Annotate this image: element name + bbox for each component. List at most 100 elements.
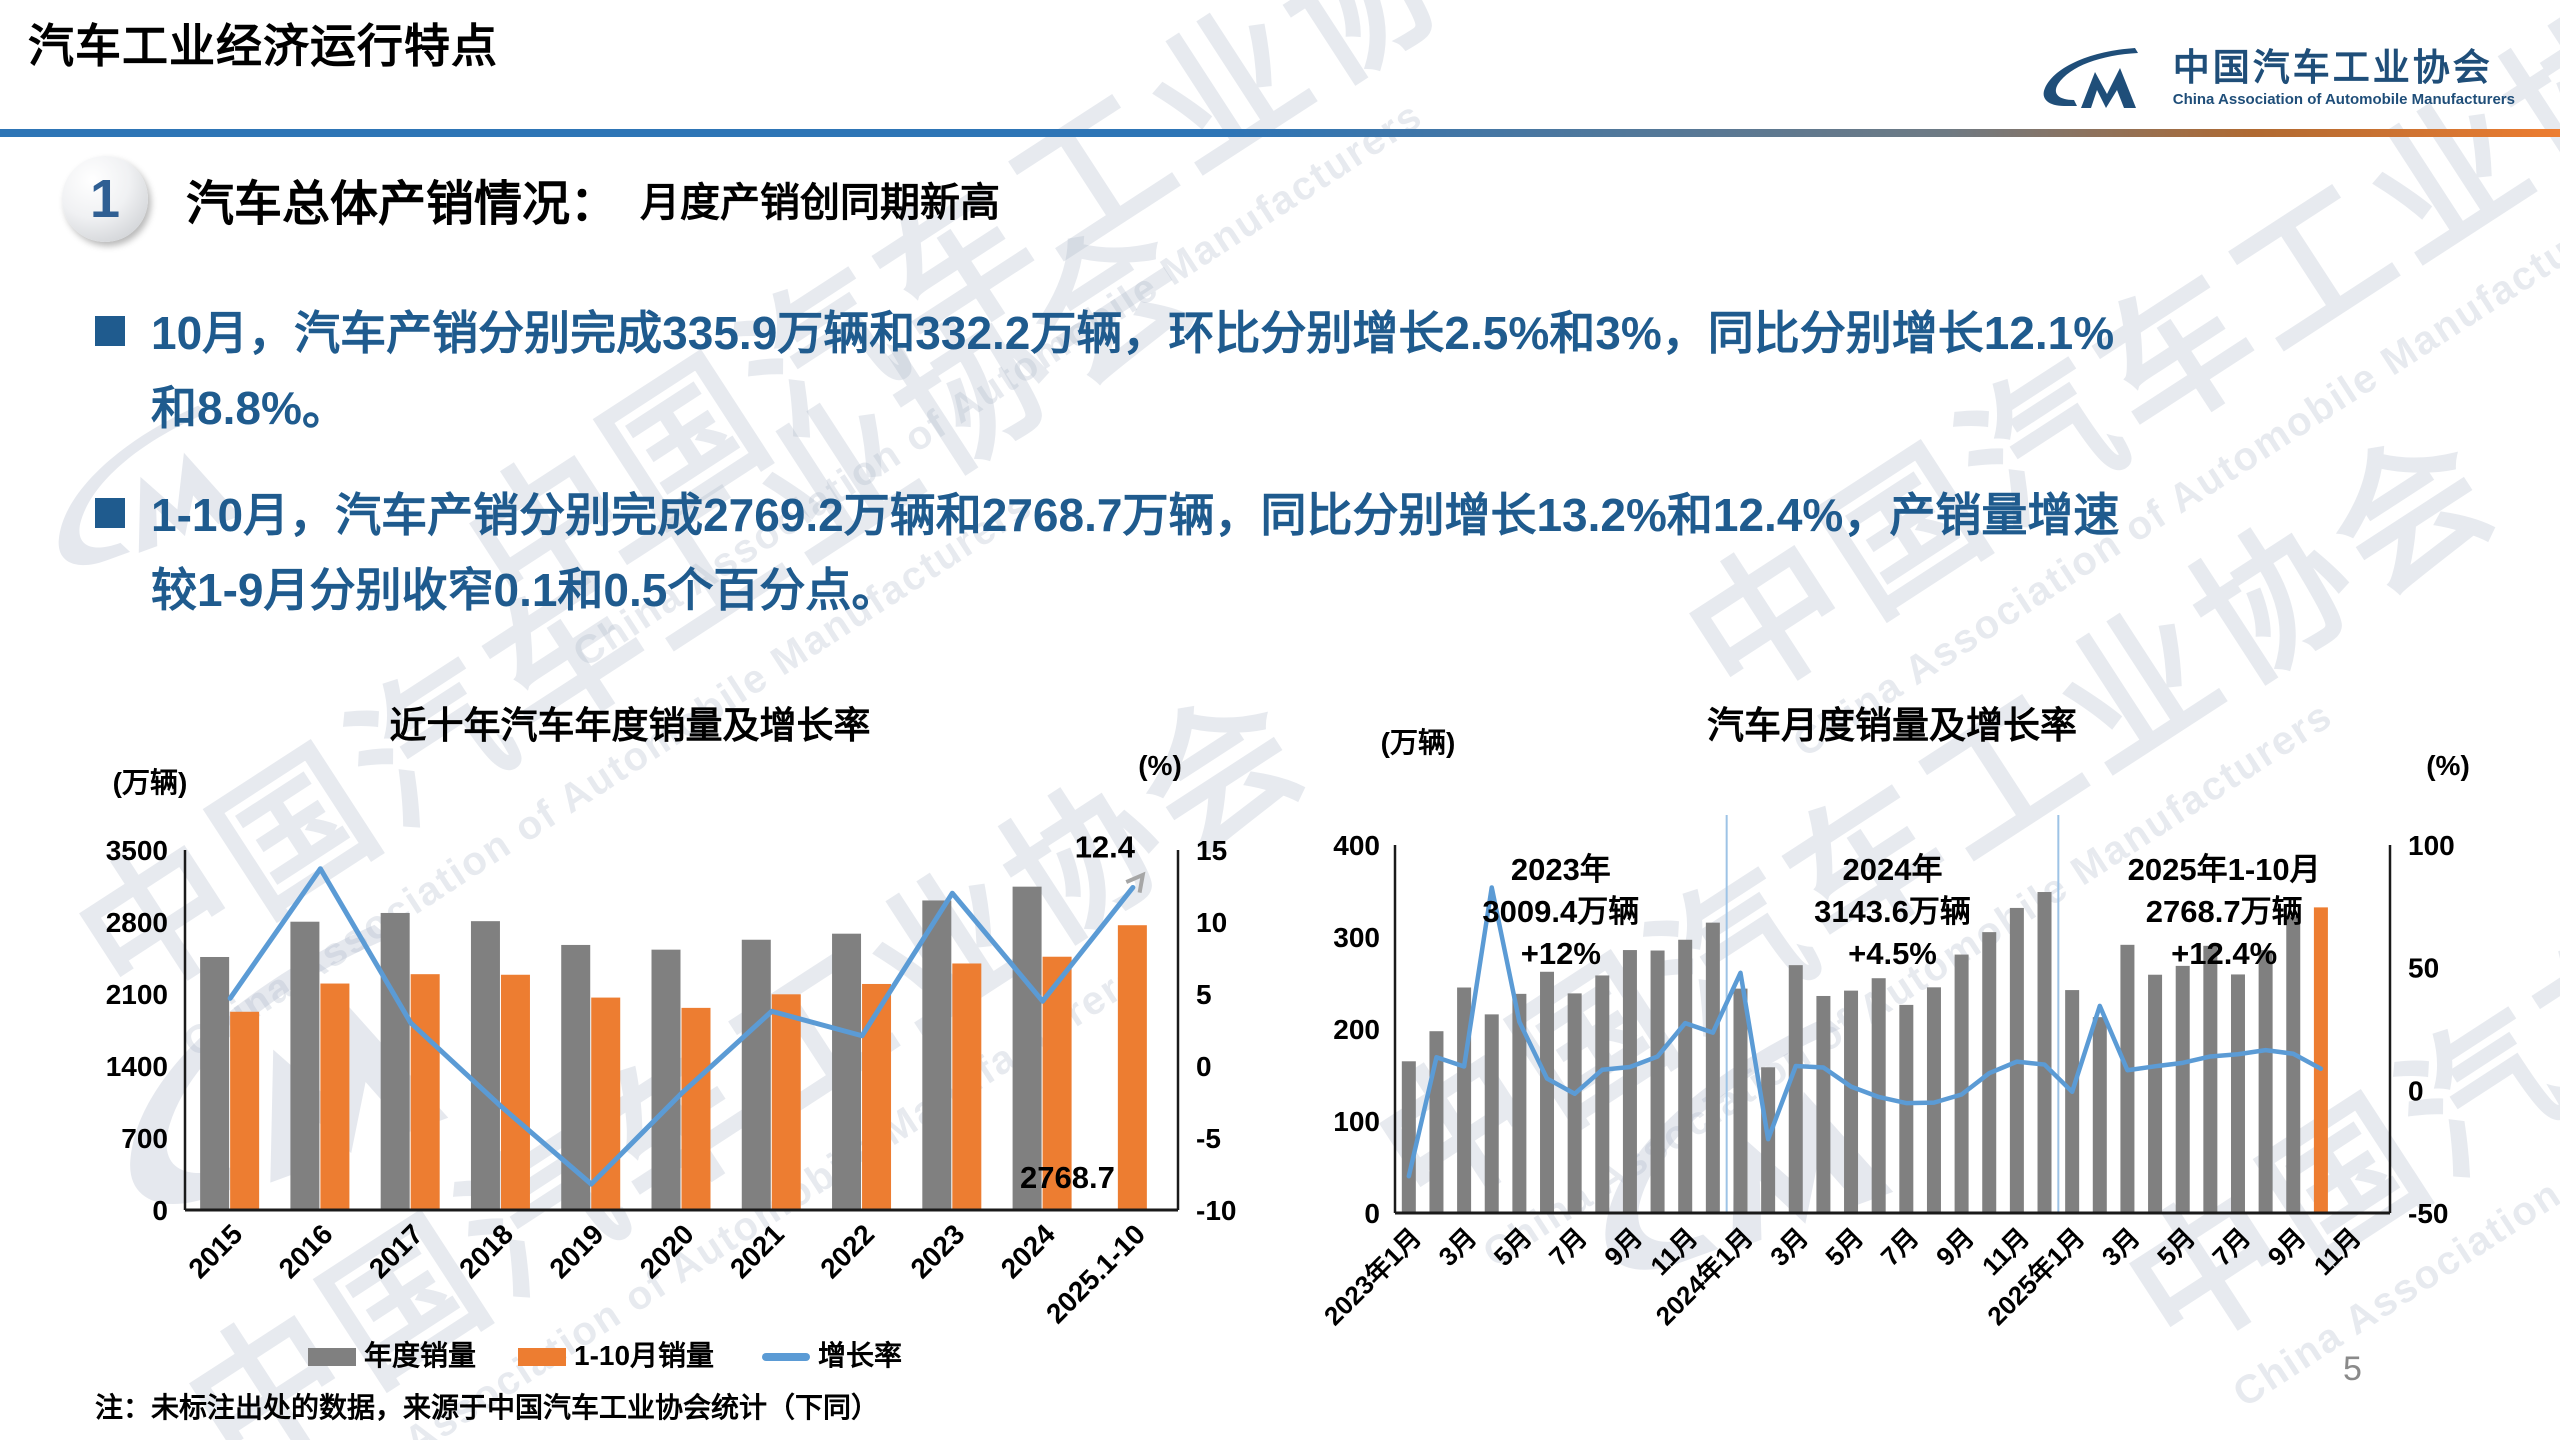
svg-text:0: 0 <box>1364 1198 1380 1229</box>
annotation-year-total: +12% <box>1521 936 1601 971</box>
source-note: 注：未标注出处的数据，来源于中国汽车工业协会统计（下同） <box>95 1392 880 1423</box>
svg-text:300: 300 <box>1333 922 1380 953</box>
annotation-year-total: +4.5% <box>1848 936 1937 971</box>
x-tick-label: 11月 <box>2308 1222 2367 1281</box>
x-tick-label: 9月 <box>2262 1222 2312 1272</box>
x-tick-label: 7月 <box>2206 1222 2256 1272</box>
left-axis-unit: (万辆) <box>1381 727 1456 758</box>
svg-text:年度销量: 年度销量 <box>364 1339 476 1371</box>
monthly-bar <box>1926 987 1941 1213</box>
x-tick-label: 9月 <box>1598 1222 1648 1272</box>
svg-text:1400: 1400 <box>106 1051 168 1082</box>
monthly-bar <box>2148 974 2163 1213</box>
svg-text:100: 100 <box>1333 1106 1380 1137</box>
x-tick-label: 5月 <box>2151 1222 2201 1272</box>
jan-oct-bar <box>681 1007 711 1210</box>
annual-bar <box>741 939 771 1210</box>
annotation-growth: 12.4 <box>1075 829 1136 864</box>
growth-line <box>1406 885 2324 1179</box>
svg-text:-10: -10 <box>1196 1195 1236 1226</box>
annotation-year-total: 3009.4万辆 <box>1482 894 1639 929</box>
monthly-bar <box>1733 988 1748 1213</box>
annotation-total: 2768.7 <box>1020 1160 1115 1195</box>
right-axis-unit: (%) <box>2426 750 2470 781</box>
svg-text:-5: -5 <box>1196 1123 1221 1154</box>
monthly-bar <box>1788 965 1803 1213</box>
svg-text:3500: 3500 <box>106 835 168 866</box>
monthly-bar <box>2286 916 2301 1213</box>
monthly-bar <box>2092 1017 2107 1213</box>
x-tick-label: 5月 <box>1488 1222 1538 1272</box>
x-tick-label: 2021 <box>724 1218 790 1284</box>
x-tick-label: 5月 <box>1819 1222 1869 1272</box>
section-title: 汽车总体产销情况： <box>186 178 619 231</box>
monthly-bar <box>1484 1014 1499 1213</box>
right-axis-unit: (%) <box>1138 750 1182 781</box>
x-tick-label: 2017 <box>363 1218 429 1284</box>
svg-text:1-10月销量: 1-10月销量 <box>574 1340 714 1371</box>
svg-text:15: 15 <box>1196 835 1227 866</box>
monthly-bar <box>1705 922 1720 1213</box>
y-axis-ticks: 0 700 1400 2100 2800 3500 -10 -5 0 5 10 15 <box>106 835 1237 1226</box>
monthly-bar <box>1954 954 1969 1213</box>
annotation-year-total: 2768.7万辆 <box>2146 894 2303 929</box>
section-number-badge: 1 <box>62 156 148 242</box>
x-tick-label: 2024 <box>995 1218 1061 1284</box>
annual-bar <box>1012 886 1042 1210</box>
y-axis-ticks: 0 100 200 300 400 -50 0 50 100 <box>1333 830 2454 1229</box>
bullet-jan-oct-line2: 较1-9月分别收窄0.1和0.5个百分点。 <box>151 564 898 616</box>
x-tick-label: 2016 <box>273 1218 339 1284</box>
jan-oct-bar <box>500 974 530 1210</box>
line-arrow-icon <box>1125 871 1146 893</box>
svg-text:100: 100 <box>2408 830 2455 861</box>
monthly-bar <box>2037 892 2052 1213</box>
monthly-bar <box>1567 993 1582 1213</box>
monthly-bar <box>1540 971 1555 1213</box>
x-tick-label: 7月 <box>1875 1222 1925 1272</box>
monthly-bar <box>1401 1061 1416 1213</box>
annotation-year-total: 3143.6万辆 <box>1814 894 1971 929</box>
annual-bar <box>290 921 320 1210</box>
monthly-bar <box>2258 950 2273 1213</box>
monthly-bar <box>2203 945 2218 1213</box>
x-tick-label: 2020 <box>634 1218 700 1284</box>
monthly-bar <box>1622 950 1637 1213</box>
jan-oct-bar <box>771 994 801 1210</box>
x-tick-label: 7月 <box>1543 1222 1593 1272</box>
svg-text:0: 0 <box>152 1195 168 1226</box>
bullet-october-line2: 和8.8%。 <box>151 382 348 434</box>
svg-text:2800: 2800 <box>106 907 168 938</box>
jan-oct-bar <box>591 997 621 1210</box>
monthly-bar <box>1816 995 1831 1213</box>
monthly-bar <box>2230 974 2245 1213</box>
jan-oct-bar <box>230 1011 260 1210</box>
monthly-sales-chart: 汽车月度销量及增长率 (万辆) (%) 0 100 200 300 400 -50 0 50 100 2… <box>1318 705 2470 1331</box>
x-tick-label: 2023年1月 <box>1318 1222 1427 1331</box>
left-axis-unit: (万辆) <box>113 767 188 798</box>
x-tick-label: 3月 <box>1764 1222 1814 1272</box>
logo-name-zh: 中国汽车工业协会 <box>2172 46 2493 88</box>
annotation-year-total: 2024年 <box>1843 852 1943 887</box>
x-tick-label: 2023 <box>905 1218 971 1284</box>
jan-oct-bar <box>320 983 350 1210</box>
jan-oct-bar <box>1117 925 1147 1210</box>
monthly-bar <box>1595 975 1610 1213</box>
page-number: 5 <box>2343 1350 2362 1388</box>
title-divider <box>0 129 2560 137</box>
monthly-bar <box>2065 990 2080 1213</box>
caam-logo-icon <box>2043 48 2138 108</box>
svg-text:5: 5 <box>1196 979 1212 1010</box>
x-tick-label: 9月 <box>1930 1222 1980 1272</box>
svg-text:200: 200 <box>1333 1014 1380 1045</box>
monthly-bar <box>1650 950 1665 1213</box>
annual-bar <box>832 933 862 1210</box>
svg-text:50: 50 <box>2408 953 2439 984</box>
annual-bar <box>651 949 681 1210</box>
section-subtitle: 月度产销创同期新高 <box>640 181 1001 225</box>
annual-bar <box>470 921 500 1210</box>
bars <box>200 886 1147 1210</box>
annotation-year-total: 2023年 <box>1511 852 1611 887</box>
svg-text:0: 0 <box>1196 1051 1212 1082</box>
svg-text:10: 10 <box>1196 907 1227 938</box>
annotation-year-total: +12.4% <box>2171 936 2277 971</box>
